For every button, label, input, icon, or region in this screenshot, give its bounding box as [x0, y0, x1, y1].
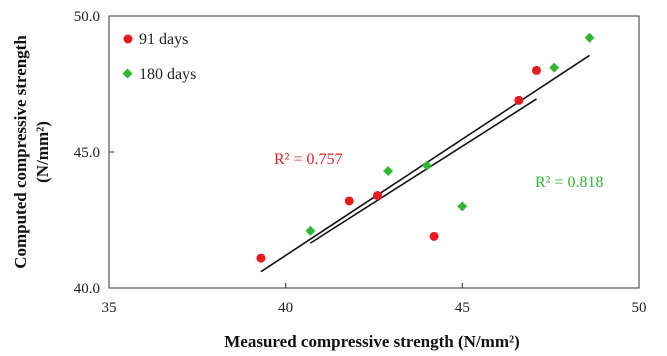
point-91-days: [514, 95, 524, 105]
legend-label-180-days: 180 days: [139, 66, 196, 83]
x-tick-label: 35: [102, 300, 117, 316]
x-tick-label: 50: [632, 300, 647, 316]
annotations: R² = 0.757 R² = 0.818: [274, 151, 604, 191]
y-axis-title-line1: Computed compressive strength: [11, 35, 30, 269]
plot-border: [108, 15, 640, 289]
plot-area: [108, 15, 640, 289]
point-180-days: [457, 201, 468, 212]
point-91-days: [532, 65, 542, 75]
y-axis-title: Computed compressive strength (N/mm²): [11, 35, 52, 269]
point-180-days: [549, 62, 560, 73]
data-points: [256, 32, 595, 263]
y-tick-label: 50.0: [74, 9, 100, 25]
point-180-days: [383, 166, 394, 176]
point-91-days: [373, 191, 383, 201]
y-tick-label: 45.0: [74, 145, 100, 161]
x-tick-label: 45: [455, 300, 470, 316]
point-91-days: [344, 196, 354, 206]
x-tick-label: 40: [278, 300, 293, 316]
point-180-days: [305, 225, 316, 236]
axis-ticks: 35 40 45 50 40.0 45.0 50.0: [74, 9, 647, 316]
r2-label-180-days: R² = 0.818: [535, 174, 604, 191]
legend: 91 days 180 days: [122, 31, 196, 83]
legend-marker-180-days: [122, 68, 133, 79]
legend-marker-91-days: [123, 34, 133, 44]
point-91-days: [256, 253, 266, 263]
r2-label-91-days: R² = 0.757: [274, 151, 343, 168]
y-axis-title-line2: (N/mm²): [33, 121, 52, 183]
legend-label-91-days: 91 days: [139, 31, 188, 48]
y-tick-label: 40.0: [74, 281, 100, 297]
point-180-days: [584, 32, 595, 43]
point-180-days: [422, 160, 432, 171]
x-axis-title: Measured compressive strength (N/mm²): [224, 332, 519, 351]
point-91-days: [429, 231, 439, 241]
trendline-91-days: [309, 98, 537, 244]
